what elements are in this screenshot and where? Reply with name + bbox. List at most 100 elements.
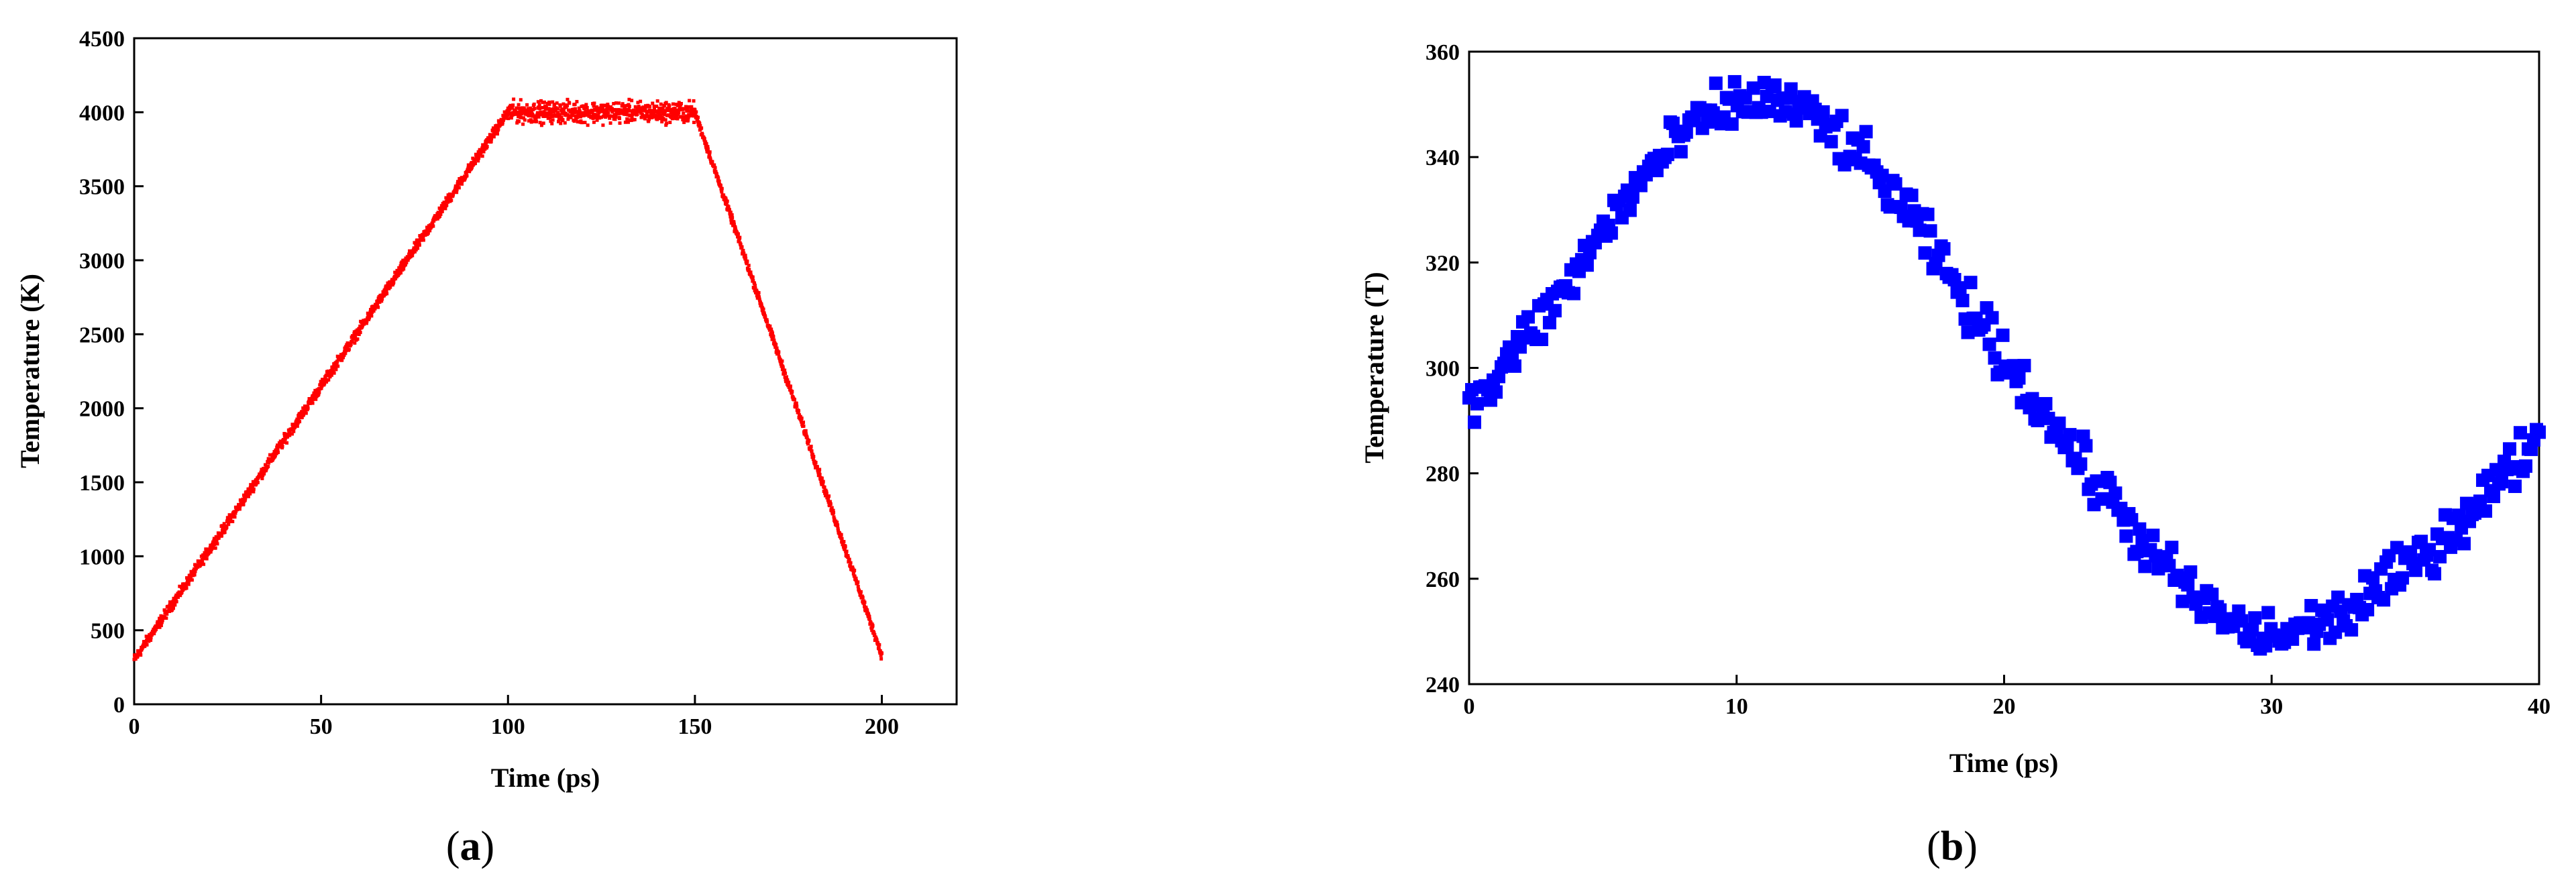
data-point (650, 115, 654, 119)
data-point (355, 332, 359, 336)
data-point (356, 337, 360, 341)
data-point (724, 197, 728, 201)
data-point (606, 103, 610, 107)
data-point (826, 496, 830, 500)
data-point (673, 107, 677, 111)
data-point (1784, 82, 1798, 96)
data-point (637, 105, 641, 109)
data-point (771, 337, 775, 341)
data-point (788, 384, 792, 388)
data-point (329, 373, 333, 377)
data-point (282, 440, 286, 444)
data-point (333, 365, 337, 369)
data-point (215, 542, 219, 546)
data-point (601, 123, 605, 127)
data-point (843, 545, 847, 549)
a-y-tick-label: 2500 (79, 323, 125, 347)
data-point (317, 392, 321, 396)
data-point (600, 106, 604, 110)
data-point (531, 113, 535, 117)
data-point (2041, 411, 2055, 425)
data-point (616, 112, 621, 116)
data-point (213, 542, 217, 546)
data-point (158, 625, 162, 629)
data-point (490, 133, 494, 138)
data-point (655, 117, 659, 121)
data-point (717, 179, 721, 183)
b-y-tick-label: 340 (1426, 146, 1460, 170)
data-point (679, 115, 683, 119)
data-point (828, 500, 832, 504)
a-x-tick-label: 150 (678, 714, 712, 739)
data-point (1955, 294, 1970, 308)
data-point (526, 109, 530, 113)
data-point (741, 248, 745, 252)
data-point (665, 121, 669, 125)
data-point (416, 246, 420, 250)
data-point (455, 188, 459, 192)
data-point (306, 406, 310, 410)
data-point (2514, 426, 2528, 440)
data-point (2017, 359, 2031, 373)
data-point (378, 295, 382, 299)
b-x-tick-label: 0 (1464, 694, 1475, 719)
data-point (1521, 310, 1535, 324)
y-axis-label-a: Temperature (K) (15, 274, 45, 468)
data-point (229, 518, 233, 522)
data-point (1604, 226, 1618, 240)
data-point (544, 105, 548, 109)
b-y-tick-label: 300 (1426, 357, 1460, 382)
data-point (613, 108, 617, 112)
data-point (217, 536, 221, 540)
a-y-tick-label: 3500 (79, 175, 125, 200)
data-point (428, 229, 432, 233)
data-point (237, 507, 241, 511)
data-point (496, 127, 500, 131)
data-point (682, 115, 686, 119)
data-point (1709, 76, 1723, 91)
data-point (296, 419, 300, 423)
a-y-tick-label: 2000 (79, 397, 125, 422)
data-point (539, 99, 543, 103)
data-point (511, 106, 515, 110)
data-point (537, 103, 541, 107)
data-point (157, 622, 161, 626)
data-point (2052, 417, 2066, 431)
data-point (576, 110, 580, 114)
data-point (1467, 415, 1481, 429)
data-point (704, 142, 708, 146)
data-point (480, 154, 484, 158)
data-point (790, 391, 794, 395)
data-point (720, 190, 724, 194)
data-point (426, 231, 430, 235)
data-point (334, 368, 338, 372)
data-point (2261, 606, 2275, 620)
data-point (2345, 623, 2359, 637)
data-point (139, 653, 143, 657)
data-point (713, 166, 717, 170)
data-point (664, 123, 668, 127)
data-point (720, 186, 724, 190)
data-point (512, 111, 516, 115)
data-point (743, 254, 747, 258)
data-point (2079, 439, 2093, 453)
data-point (818, 468, 822, 472)
data-point (404, 259, 408, 263)
data-point (147, 639, 151, 643)
data-point (155, 625, 159, 629)
data-point (551, 118, 555, 122)
data-point (213, 546, 217, 550)
data-point (276, 450, 280, 454)
points-b (1462, 74, 2546, 656)
data-point (329, 370, 333, 374)
data-point (684, 114, 688, 118)
data-point (751, 275, 755, 279)
data-point (653, 113, 657, 117)
b-y-tick-label: 240 (1426, 673, 1460, 698)
data-point (2479, 504, 2493, 518)
data-point (545, 114, 549, 118)
data-point (854, 576, 858, 580)
data-point (489, 140, 493, 144)
data-point (714, 172, 718, 176)
data-point (341, 355, 345, 360)
